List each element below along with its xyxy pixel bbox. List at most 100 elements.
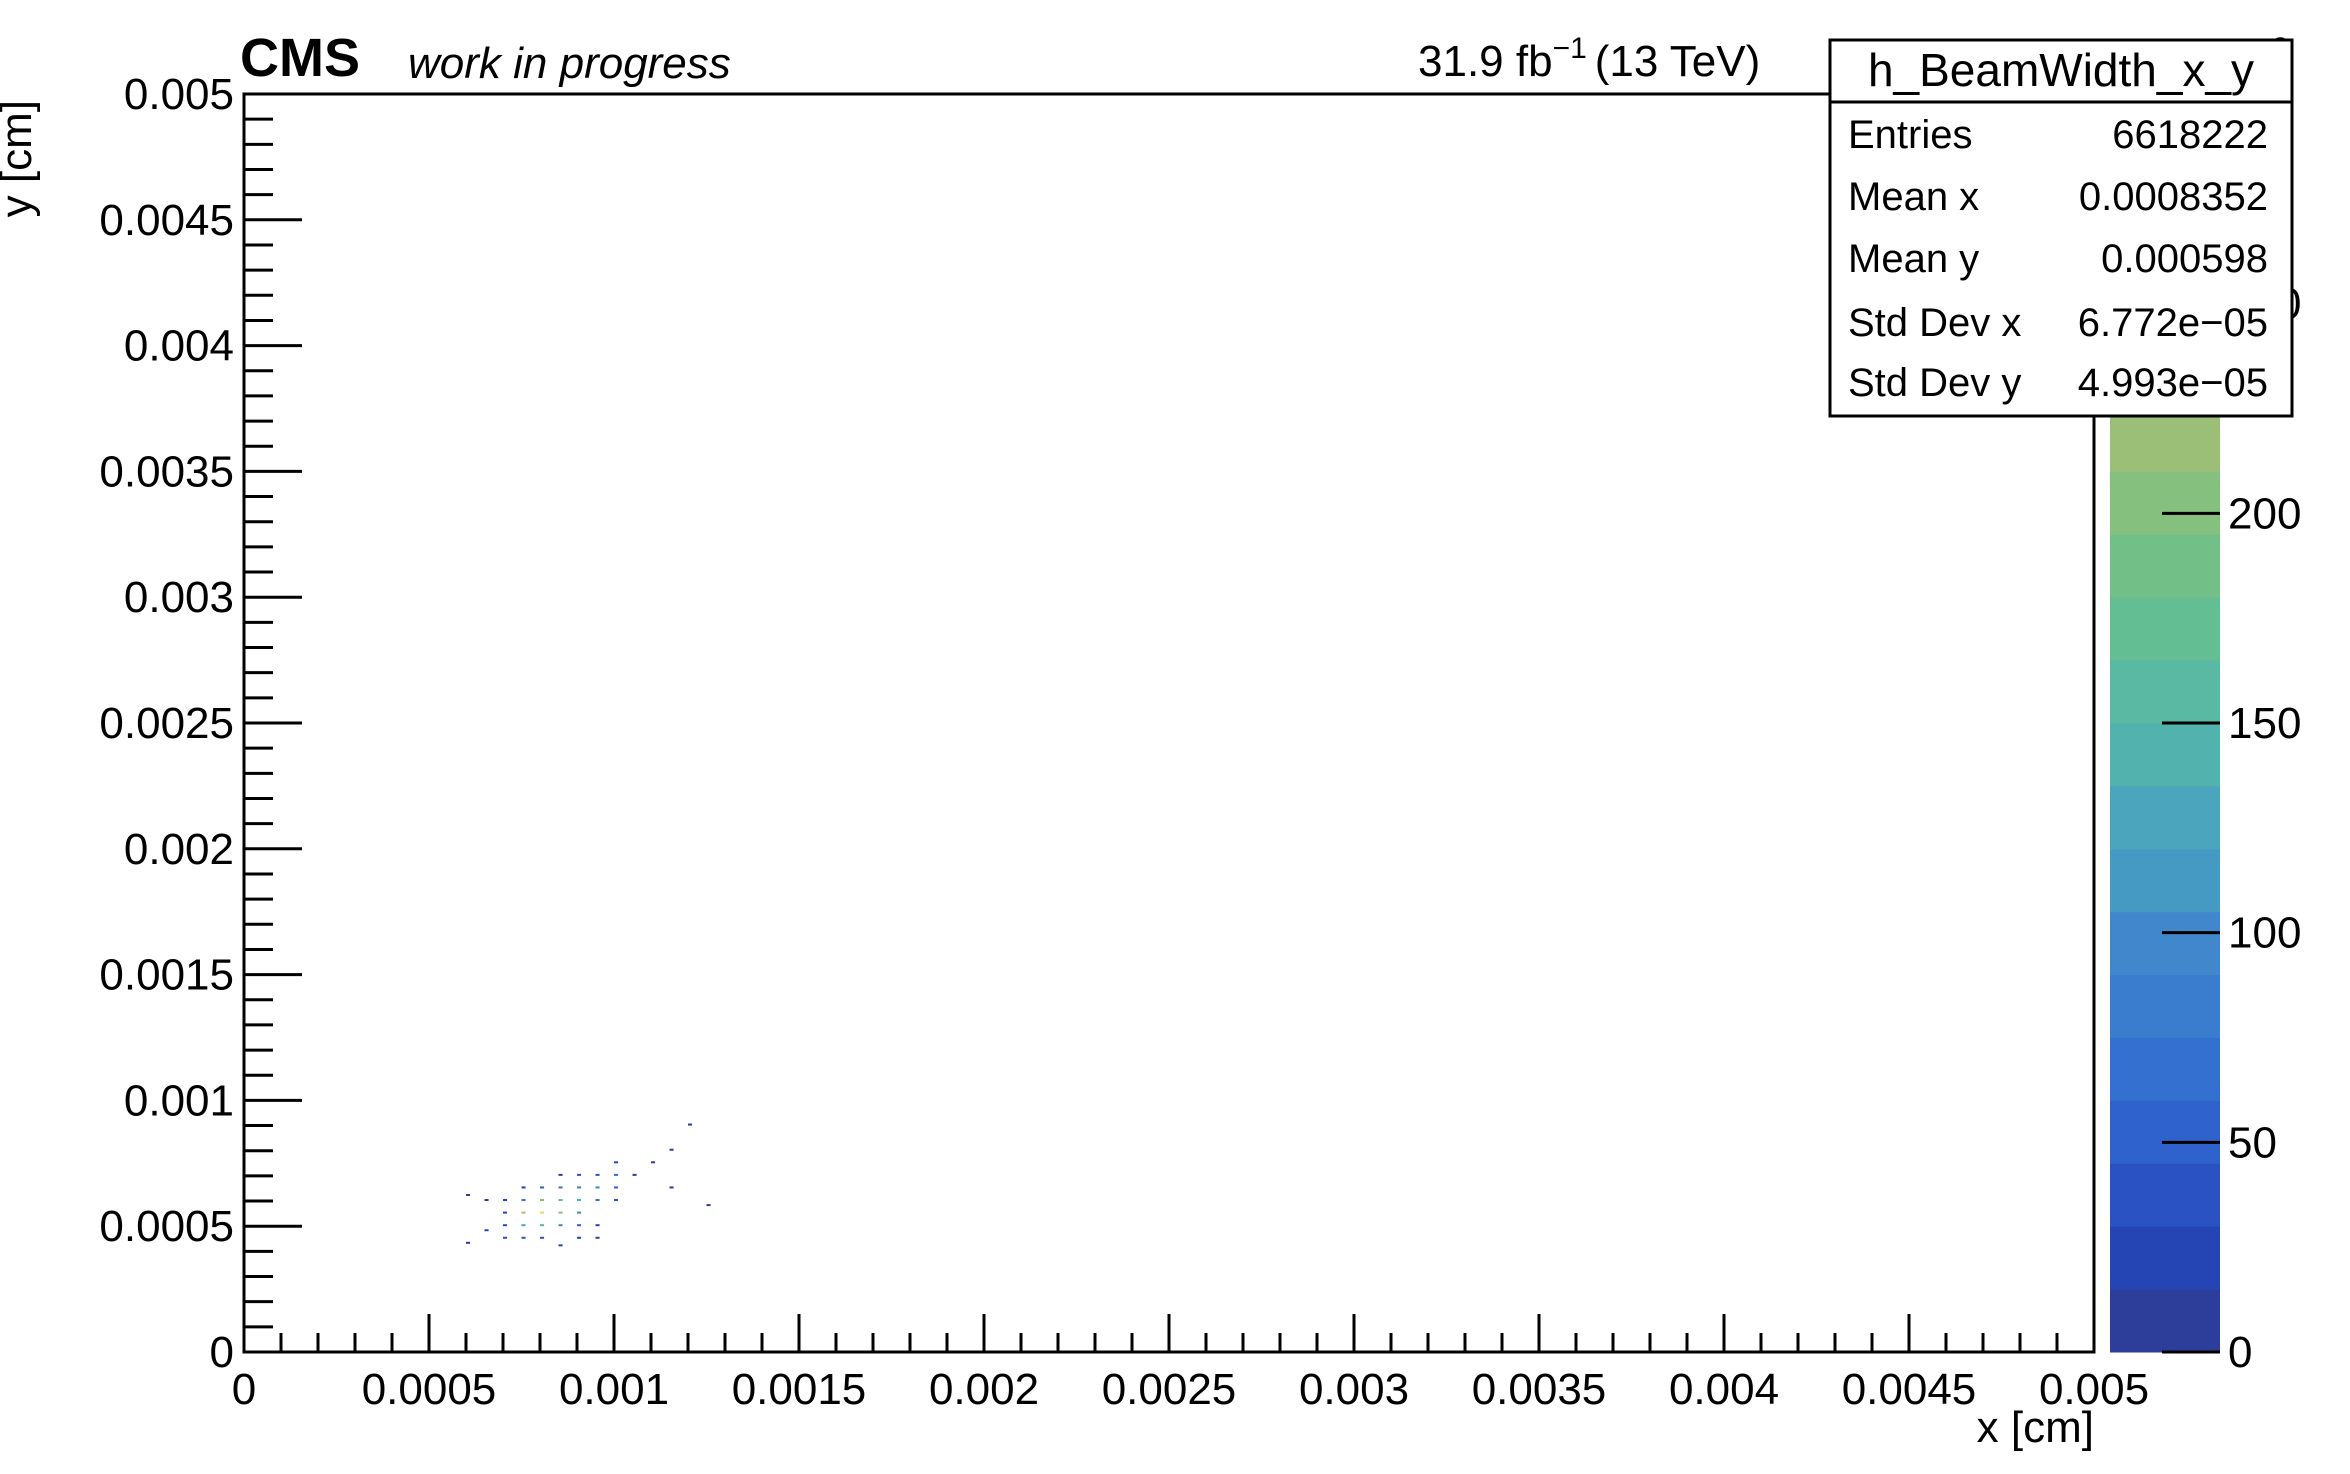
heatmap-cell — [521, 1224, 526, 1227]
cms-label: CMS — [240, 28, 360, 88]
lumi-label: 31.9 fb−1 (13 TeV) — [1418, 32, 1760, 86]
colorbar-segment — [2110, 1226, 2220, 1290]
stats-box: h_BeamWidth_x_y Entries 6618222 Mean x 0.00… — [1828, 38, 2294, 418]
heatmap-cell — [540, 1199, 545, 1202]
heatmap-cell — [688, 1123, 693, 1126]
heatmap-cell — [466, 1193, 471, 1197]
heatmap-cell — [595, 1224, 600, 1227]
y-tick-label: 0.0015 — [99, 951, 234, 1000]
y-tick-label: 0.0045 — [99, 196, 234, 245]
x-tick-label: 0.003 — [1299, 1365, 1409, 1414]
colorbar-segment — [2110, 660, 2220, 724]
y-tick-label: 0.005 — [124, 70, 234, 119]
heatmap-cell — [503, 1211, 508, 1214]
heatmap-cell — [503, 1199, 508, 1202]
y-tick-label: 0.004 — [124, 322, 234, 371]
heatmap-cell — [577, 1211, 582, 1214]
colorbar-tick-label: 0 — [2228, 1328, 2252, 1377]
stats-row-value: 4.993e−05 — [2078, 361, 2268, 405]
stats-row-value: 0.0008352 — [2079, 175, 2268, 219]
y-tick-label: 0.0005 — [99, 1202, 234, 1251]
heatmap-cell — [558, 1173, 563, 1176]
heatmap-cell — [521, 1211, 526, 1214]
colorbar-segment — [2110, 911, 2220, 976]
heatmap-cell — [651, 1161, 656, 1164]
heatmap-cell — [503, 1224, 508, 1227]
heatmap-cell — [614, 1173, 619, 1176]
heatmap-cell — [521, 1236, 526, 1239]
stats-row-label: Std Dev x — [1848, 301, 2021, 345]
heatmap-cell — [577, 1236, 582, 1239]
heatmap-cell — [595, 1236, 600, 1239]
heatmap-cell — [595, 1173, 600, 1176]
heatmap-cell — [558, 1244, 563, 1247]
colorbar-segment — [2110, 1037, 2220, 1101]
heatmap-cell — [577, 1186, 582, 1189]
x-tick-label: 0 — [232, 1365, 256, 1414]
colorbar-tick-label: 100 — [2228, 909, 2301, 958]
heatmap-cell — [558, 1224, 563, 1227]
x-tick-label: 0.005 — [2039, 1365, 2149, 1414]
heatmap-cell — [540, 1236, 545, 1239]
x-tick-label: 0.002 — [929, 1365, 1039, 1414]
y-tick-label: 0.001 — [124, 1076, 234, 1125]
stats-box-frame — [1828, 38, 2294, 418]
stats-row-label: Mean y — [1848, 237, 1979, 281]
stats-row-value: 6.772e−05 — [2078, 301, 2268, 345]
heatmap-cell — [706, 1204, 711, 1207]
heatmap-cell — [614, 1199, 619, 1202]
stats-box-title: h_BeamWidth_x_y — [1868, 44, 2254, 96]
x-axis: 0 0.0005 0.001 0.0015 0.002 0.0025 0.003 0.0035… — [232, 1314, 2149, 1414]
status-label: work in progress — [408, 39, 731, 88]
heatmap-cell — [558, 1199, 563, 1202]
y-tick-label: 0.002 — [124, 825, 234, 874]
colorbar-segment — [2110, 974, 2220, 1038]
heatmap-cell — [614, 1186, 619, 1189]
y-tick-label: 0.003 — [124, 573, 234, 622]
heatmap-cell — [540, 1186, 545, 1189]
heatmap-cell — [521, 1186, 526, 1189]
x-tick-label: 0.0035 — [1472, 1365, 1607, 1414]
colorbar-tick-label: 150 — [2228, 699, 2301, 748]
heatmap-cell — [577, 1173, 582, 1176]
y-axis-title: y [cm] — [0, 100, 41, 217]
colorbar-segment — [2110, 1100, 2220, 1164]
x-tick-label: 0.0005 — [362, 1365, 497, 1414]
x-tick-label: 0.0025 — [1102, 1365, 1237, 1414]
x-tick-label: 0.0015 — [732, 1365, 867, 1414]
heatmap-cell — [558, 1186, 563, 1189]
colorbar-segment — [2110, 848, 2220, 913]
x-tick-label: 0.001 — [559, 1365, 669, 1414]
x-axis-title: x [cm] — [1977, 1403, 2094, 1452]
colorbar-segment — [2110, 1163, 2220, 1227]
x-tick-label: 0.0045 — [1842, 1365, 1977, 1414]
colorbar-segment — [2110, 785, 2220, 850]
y-tick-label: 0.0025 — [99, 699, 234, 748]
stats-row-label: Mean x — [1848, 175, 1979, 219]
y-tick-label: 0 — [210, 1328, 234, 1377]
colorbar-segment — [2110, 723, 2220, 787]
heatmap-cell — [595, 1199, 600, 1202]
colorbar-tick-label: 200 — [2228, 489, 2301, 538]
heatmap-cell — [669, 1148, 674, 1151]
stats-row-label: Entries — [1848, 113, 1973, 157]
stats-row-label: Std Dev y — [1848, 361, 2021, 405]
heatmap-cell — [595, 1186, 600, 1189]
heatmap-cell — [577, 1224, 582, 1227]
heatmap-cell — [540, 1224, 545, 1227]
heatmap-cell — [577, 1199, 582, 1202]
heatmap-cell — [484, 1229, 489, 1232]
colorbar-segment — [2110, 597, 2220, 661]
colorbar-segment — [2110, 471, 2220, 535]
heatmap-cell — [632, 1173, 637, 1176]
colorbar-segment — [2110, 1289, 2220, 1353]
stats-row-value: 0.000598 — [2101, 237, 2268, 281]
heatmap-cell — [503, 1236, 508, 1239]
heatmap-cell — [521, 1199, 526, 1202]
heatmap-cell — [614, 1161, 619, 1164]
colorbar-segment — [2110, 534, 2220, 598]
plot-frame — [242, 92, 2096, 1354]
heatmap-cell — [484, 1199, 489, 1202]
x-tick-label: 0.004 — [1669, 1365, 1779, 1414]
